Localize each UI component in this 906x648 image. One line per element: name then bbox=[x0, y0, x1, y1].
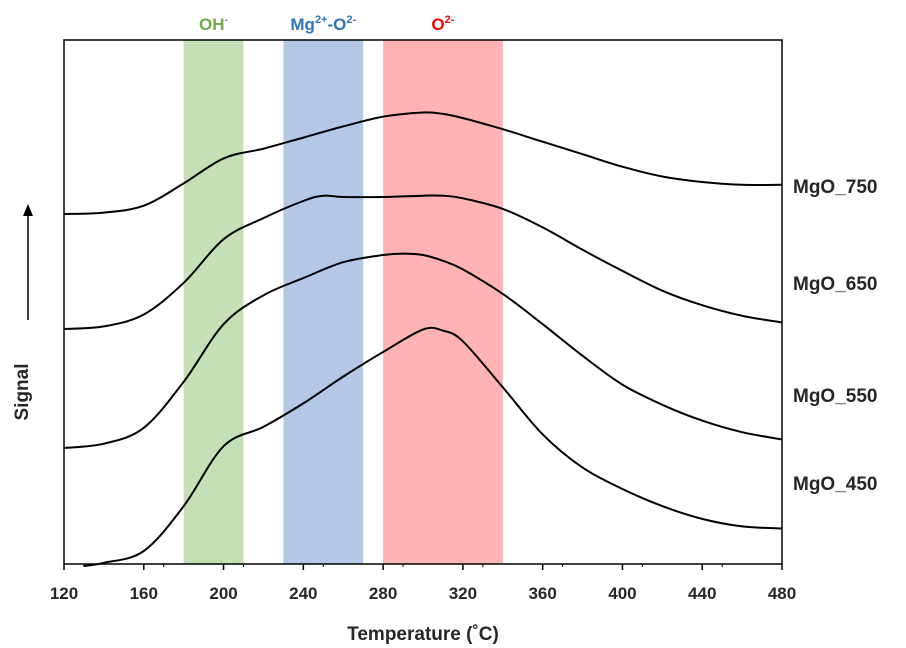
series-line-mgo-450 bbox=[83, 326, 783, 567]
x-tick-label-120: 120 bbox=[50, 584, 78, 603]
band-label-2: O2- bbox=[431, 14, 454, 34]
x-tick-label-200: 200 bbox=[209, 584, 237, 603]
y-axis-arrow-head bbox=[23, 204, 33, 216]
plot-frame bbox=[63, 39, 783, 565]
series-label-mgo-750: MgO_750 bbox=[793, 177, 877, 198]
x-tick-label-280: 280 bbox=[369, 584, 397, 603]
x-tick-label-400: 400 bbox=[608, 584, 636, 603]
series-layer bbox=[63, 111, 783, 567]
x-axis-tick-labels: 120 160 200 240 280 320 360 400 440 480 bbox=[50, 584, 796, 603]
band-2 bbox=[383, 40, 503, 564]
band-1 bbox=[283, 40, 364, 564]
series-label-mgo-450: MgO_450 bbox=[793, 474, 877, 495]
y-axis-label-group: Signal bbox=[12, 204, 33, 421]
x-axis-ticks bbox=[63, 564, 783, 570]
series-label-mgo-550: MgO_550 bbox=[793, 386, 877, 407]
series-label-layer: MgO_750 MgO_650 MgO_550 MgO_450 bbox=[793, 177, 877, 495]
x-tick-label-440: 440 bbox=[688, 584, 716, 603]
band-label-layer: OH- Mg2+-O2- O2- bbox=[199, 14, 455, 34]
x-axis-label: Temperature (˚C) bbox=[347, 624, 499, 645]
series-label-mgo-650: MgO_650 bbox=[793, 274, 877, 295]
x-tick-label-480: 480 bbox=[768, 584, 796, 603]
band-label-0: OH- bbox=[199, 14, 229, 34]
series-line-mgo-650 bbox=[63, 194, 783, 330]
series-line-mgo-550 bbox=[63, 252, 783, 449]
x-tick-label-320: 320 bbox=[449, 584, 477, 603]
x-tick-label-360: 360 bbox=[528, 584, 556, 603]
band-layer bbox=[183, 40, 503, 564]
y-axis-label: Signal bbox=[12, 363, 33, 420]
band-0 bbox=[183, 40, 244, 564]
x-tick-label-160: 160 bbox=[130, 584, 158, 603]
band-label-1: Mg2+-O2- bbox=[290, 14, 356, 34]
series-line-mgo-750 bbox=[63, 111, 783, 215]
x-tick-label-240: 240 bbox=[289, 584, 317, 603]
